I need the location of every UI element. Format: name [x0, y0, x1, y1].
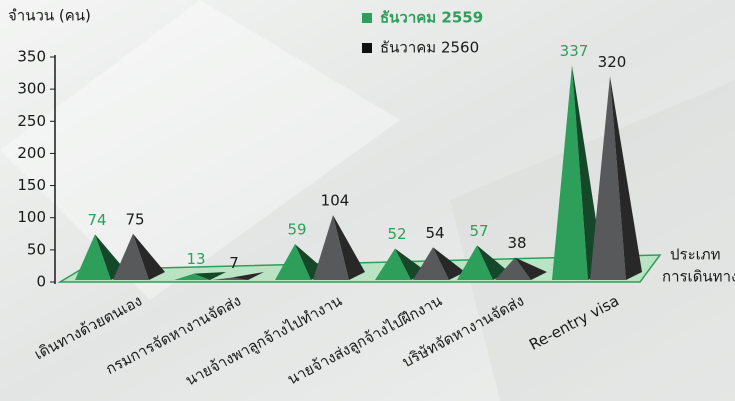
x-axis-label: การเดินทาง: [662, 268, 735, 286]
value-label: 320: [598, 53, 627, 71]
y-tick-label: 300: [17, 80, 46, 98]
pyramid-front: [174, 273, 210, 280]
pyramid: [113, 233, 165, 280]
pyramid-front: [590, 76, 626, 281]
value-label: 74: [87, 211, 106, 229]
value-label: 54: [425, 224, 444, 242]
pyramid-side: [232, 272, 264, 280]
pyramid: [413, 247, 465, 280]
pyramid: [495, 257, 547, 280]
pyramid-side: [433, 247, 465, 280]
pyramid-front: [457, 245, 493, 280]
pyramid-side: [133, 233, 165, 280]
pyramid-front: [552, 65, 588, 280]
value-label: 52: [387, 225, 406, 243]
bg-shape: [0, 0, 400, 300]
pyramid-front: [212, 277, 248, 280]
legend-label: ธันวาคม 2559: [380, 9, 483, 27]
value-label: 104: [321, 192, 350, 210]
pyramid: [590, 76, 642, 281]
pyramid-front: [313, 215, 349, 280]
pyramid-side: [515, 257, 547, 280]
y-tick-label: 150: [17, 176, 46, 194]
y-tick-label: 0: [36, 273, 46, 291]
legend-swatch: [362, 13, 372, 23]
pyramid-side: [194, 272, 226, 280]
pyramid-front: [375, 248, 411, 280]
x-axis-label: ประเภท: [670, 246, 721, 264]
value-label: 38: [507, 234, 526, 252]
value-label: 337: [560, 42, 589, 60]
y-tick-label: 50: [27, 240, 46, 258]
value-label: 75: [125, 210, 144, 228]
value-label: 13: [186, 250, 205, 268]
legend-label: ธันวาคม 2560: [380, 39, 479, 57]
pyramid-front: [413, 247, 449, 280]
pyramid-front: [75, 234, 111, 280]
pyramid: [313, 215, 365, 280]
y-axis-label: จำนวน (คน): [8, 7, 91, 25]
y-tick-label: 200: [17, 144, 46, 162]
y-tick-label: 100: [17, 208, 46, 226]
pyramid-front: [495, 257, 531, 280]
legend-swatch: [362, 43, 372, 53]
pyramid-side: [333, 215, 365, 280]
y-tick-label: 350: [17, 48, 46, 66]
y-tick-label: 250: [17, 112, 46, 130]
pyramid: [174, 272, 226, 280]
value-label: 7: [229, 254, 239, 272]
pyramid-front: [113, 233, 149, 280]
pyramid-side: [610, 76, 642, 281]
pyramid: [212, 272, 264, 280]
pyramid: [457, 245, 509, 280]
value-label: 57: [469, 222, 488, 240]
pyramid-front: [275, 244, 311, 280]
value-label: 59: [287, 221, 306, 239]
pyramid-side: [477, 245, 509, 280]
